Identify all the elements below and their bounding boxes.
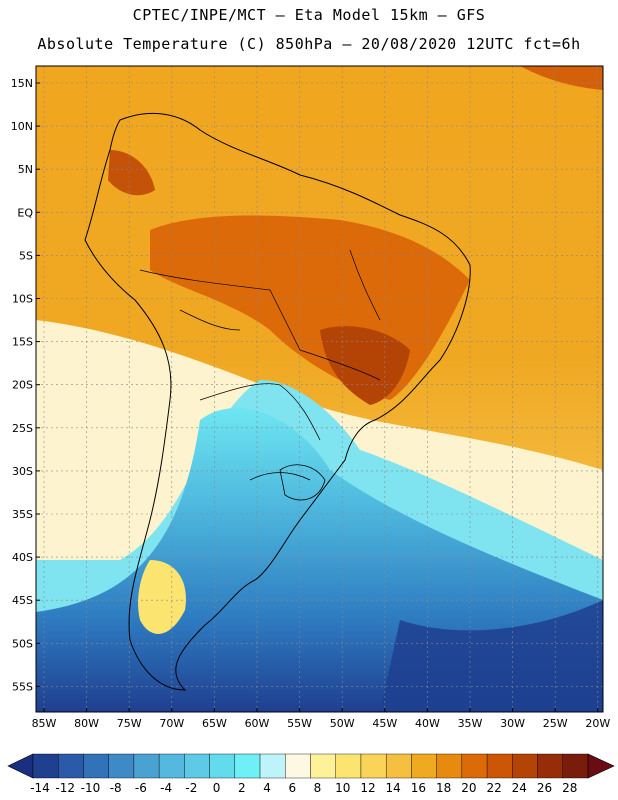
colorbar-swatch xyxy=(335,753,362,779)
colorbar-swatch xyxy=(512,753,538,779)
lon-label: 30W xyxy=(500,717,525,730)
colorbar-label: -10 xyxy=(81,781,101,795)
lat-label: 20S xyxy=(12,379,33,392)
colorbar-label: 28 xyxy=(562,781,577,795)
lon-label: 40W xyxy=(415,717,440,730)
lon-label: 85W xyxy=(32,717,57,730)
colorbar-swatch xyxy=(360,753,387,779)
color-bar xyxy=(7,753,615,779)
lat-label: 40S xyxy=(12,551,33,564)
colorbar-swatch xyxy=(461,753,488,779)
hot-core-2 xyxy=(320,326,410,405)
latitude-labels: 15N 10N 5N EQ 5S 10S 15S 20S 25S 30S 35S 40S 45S 50S 5… xyxy=(11,77,40,693)
lat-label: 5S xyxy=(19,249,33,262)
colorbar-label: -4 xyxy=(160,781,172,795)
longitude-labels: 85W 80W 75W 70W 65W 60W 55W 50W 45W 40W 35W 30W 25W 2… xyxy=(32,708,610,730)
colorbar-swatch xyxy=(537,753,563,779)
lon-label: 50W xyxy=(330,717,355,730)
lat-label: 15S xyxy=(12,336,33,349)
chart-title: CPTEC/INPE/MCT – Eta Model 15km – GFS xyxy=(132,6,486,24)
chart-subtitle: Absolute Temperature (C) 850hPa – 20/08/… xyxy=(37,35,581,53)
colorbar-label: -8 xyxy=(110,781,122,795)
colorbar-label: -2 xyxy=(185,781,197,795)
colorbar-swatch xyxy=(411,753,437,779)
lon-label: 25W xyxy=(543,717,568,730)
colorbar-label: 2 xyxy=(238,781,246,795)
colorbar-label: 10 xyxy=(335,781,350,795)
colorbar-swatch xyxy=(285,753,311,779)
lat-label: 25S xyxy=(12,422,33,435)
lat-label: 35S xyxy=(12,508,33,521)
colorbar-swatch xyxy=(32,753,59,779)
map-frame xyxy=(35,65,604,713)
lon-label: 60W xyxy=(245,717,270,730)
lat-label: 55S xyxy=(12,680,33,693)
lat-label: 45S xyxy=(12,594,33,607)
colorbar-under-arrow xyxy=(7,753,34,779)
lat-label: 15N xyxy=(11,77,33,90)
colorbar-swatch xyxy=(83,753,109,779)
ne-hot-spot xyxy=(520,66,603,90)
colorbar-swatch xyxy=(209,753,236,779)
colorbar-swatch xyxy=(562,753,589,779)
colorbar-label: -12 xyxy=(55,781,75,795)
colorbar-label: 0 xyxy=(213,781,221,795)
lat-label: 10N xyxy=(11,120,33,133)
colorbar-label: 18 xyxy=(436,781,451,795)
patagonia-warm xyxy=(138,560,186,634)
colorbar-label: 8 xyxy=(314,781,322,795)
colorbar-swatch xyxy=(133,753,160,779)
colorbar-swatch xyxy=(486,753,513,779)
lat-label: 50S xyxy=(12,637,33,650)
colorbar-label: 20 xyxy=(461,781,476,795)
colorbar-label: 24 xyxy=(512,781,527,795)
colorbar-swatch xyxy=(234,753,261,779)
colorbar-label: 16 xyxy=(411,781,426,795)
uruguay-outline xyxy=(279,464,326,501)
colorbar-swatch xyxy=(436,753,463,779)
lat-label: 5N xyxy=(18,163,33,176)
colorbar-swatch xyxy=(259,753,286,779)
cold-core xyxy=(380,600,603,712)
lon-label: 70W xyxy=(159,717,184,730)
country-borders xyxy=(139,249,381,481)
colorbar-swatch xyxy=(58,753,84,779)
colorbar-swatch xyxy=(184,753,210,779)
colorbar-label: 14 xyxy=(386,781,401,795)
andes-heat xyxy=(108,150,155,196)
lon-label: 65W xyxy=(202,717,227,730)
lon-label: 55W xyxy=(287,717,312,730)
lon-label: 35W xyxy=(458,717,483,730)
lon-label: 75W xyxy=(117,717,142,730)
lon-label: 20W xyxy=(585,717,610,730)
colorbar-swatch xyxy=(158,753,185,779)
map-plot-area xyxy=(36,66,603,712)
colorbar-label: 26 xyxy=(537,781,552,795)
lon-label: 80W xyxy=(74,717,99,730)
colorbar-swatch xyxy=(310,753,336,779)
colorbar-over-arrow xyxy=(587,753,615,779)
colorbar-label: 6 xyxy=(288,781,296,795)
lon-label: 45W xyxy=(372,717,397,730)
continent-outline xyxy=(84,112,471,691)
colorbar-label: 22 xyxy=(486,781,501,795)
lat-label: 10S xyxy=(12,293,33,306)
lat-label: EQ xyxy=(17,206,33,219)
colorbar-swatch xyxy=(385,753,412,779)
colorbar-label: -14 xyxy=(30,781,50,795)
colorbar-label: 4 xyxy=(263,781,271,795)
colorbar-label: 12 xyxy=(360,781,375,795)
color-bar-labels: -14 -12 -10 -8 -6 -4 -2 0 2 4 6 8 10 12 14 16 18 20 22 24 26… xyxy=(30,781,577,795)
colorbar-swatch xyxy=(108,753,135,779)
lat-label: 30S xyxy=(12,465,33,478)
colorbar-label: -6 xyxy=(135,781,147,795)
